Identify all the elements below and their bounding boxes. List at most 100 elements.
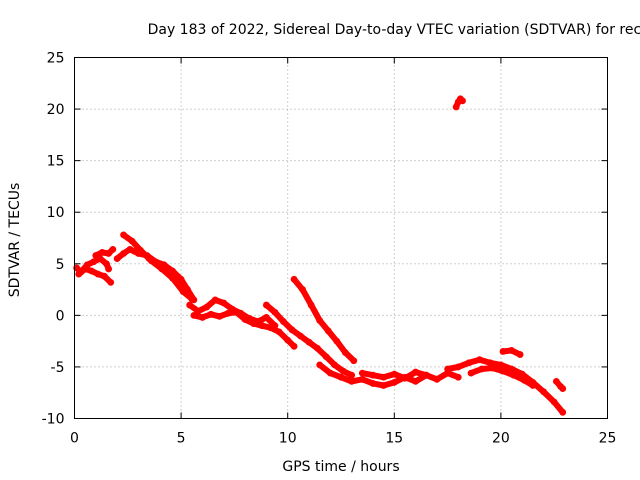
data-point: [147, 257, 155, 265]
plot-frame: [74, 57, 608, 419]
data-point: [331, 361, 339, 369]
series-track-q: [452, 95, 466, 111]
data-point: [499, 367, 507, 375]
data-point: [369, 371, 377, 379]
y-tick-label: -5: [51, 360, 65, 376]
data-point: [81, 265, 89, 273]
data-point: [529, 382, 537, 389]
data-point: [297, 332, 304, 340]
data-point: [358, 369, 366, 377]
data-point: [540, 388, 547, 396]
data-point: [316, 361, 324, 369]
data-point: [390, 379, 398, 386]
data-point: [90, 258, 98, 266]
data-point: [107, 278, 115, 286]
x-tick-label: 0: [70, 431, 79, 447]
data-point: [267, 324, 275, 332]
data-point: [326, 369, 334, 377]
series-track-c: [92, 245, 117, 259]
y-tick-label: 15: [47, 154, 65, 170]
series-track-l: [358, 368, 430, 382]
data-point: [179, 288, 187, 296]
data-point: [128, 237, 136, 245]
data-point: [94, 270, 102, 278]
series-track-n: [467, 364, 537, 389]
series-track-b: [75, 265, 115, 286]
data-point: [322, 353, 330, 361]
data-point: [241, 316, 249, 323]
y-tick-label: 5: [56, 257, 65, 273]
data-point: [199, 314, 206, 321]
data-point: [380, 373, 388, 381]
y-tick-label: 0: [56, 308, 65, 324]
data-point: [250, 320, 257, 328]
y-tick-labels: -10 -5 0 5 10 15 20 25: [42, 51, 65, 428]
data-point: [211, 296, 219, 304]
data-point: [88, 267, 95, 275]
data-point: [499, 348, 507, 355]
data-series: [73, 95, 567, 416]
series-trace: [444, 356, 566, 416]
data-point: [299, 286, 307, 293]
data-point: [380, 382, 388, 389]
data-point: [271, 308, 279, 316]
data-point: [488, 364, 496, 372]
data-point: [559, 385, 567, 392]
y-tick-label: 20: [47, 102, 65, 118]
data-point: [422, 371, 430, 379]
series-track-i: [262, 301, 356, 379]
data-point: [105, 265, 113, 273]
data-point: [454, 363, 462, 371]
data-point: [190, 311, 198, 319]
data-point: [109, 245, 117, 253]
x-tick-label: 5: [177, 431, 186, 447]
data-point: [433, 375, 441, 383]
data-point: [333, 337, 341, 345]
data-point: [369, 380, 377, 387]
data-point: [203, 303, 211, 311]
data-point: [103, 260, 110, 268]
data-point: [75, 270, 83, 278]
data-point: [177, 275, 185, 283]
data-point: [305, 338, 313, 346]
data-point: [390, 370, 398, 378]
x-tick-label: 20: [492, 431, 510, 447]
data-point: [113, 255, 121, 263]
data-point: [220, 299, 228, 307]
data-point: [467, 369, 475, 377]
y-tick-label: -10: [42, 412, 65, 428]
data-point: [262, 301, 270, 309]
data-point: [465, 359, 473, 367]
data-point: [459, 97, 466, 105]
data-point: [454, 373, 462, 381]
y-axis-label: SDTVAR / TECUs: [7, 183, 23, 298]
data-point: [186, 301, 194, 309]
data-point: [401, 374, 409, 382]
x-tick-label: 10: [279, 431, 297, 447]
data-point: [280, 318, 287, 325]
data-point: [120, 231, 127, 239]
axis-ticks: [74, 57, 608, 419]
data-point: [516, 351, 524, 358]
series-track-j: [290, 275, 358, 365]
data-point: [307, 301, 315, 309]
data-point: [559, 408, 567, 416]
data-point: [452, 103, 460, 111]
data-point: [412, 368, 420, 376]
data-point: [169, 274, 176, 282]
data-point: [100, 272, 108, 280]
data-point: [92, 252, 100, 259]
series-track-p: [552, 377, 567, 392]
data-point: [444, 365, 451, 373]
data-point: [137, 246, 144, 254]
series-track-f: [147, 257, 196, 303]
data-point: [486, 359, 494, 367]
data-point: [105, 250, 113, 257]
data-point: [497, 361, 505, 369]
data-point: [324, 327, 332, 335]
y-tick-label: 10: [47, 205, 65, 221]
data-point: [207, 310, 215, 318]
grid: [74, 57, 608, 419]
data-point: [339, 367, 347, 375]
data-point: [98, 249, 106, 256]
